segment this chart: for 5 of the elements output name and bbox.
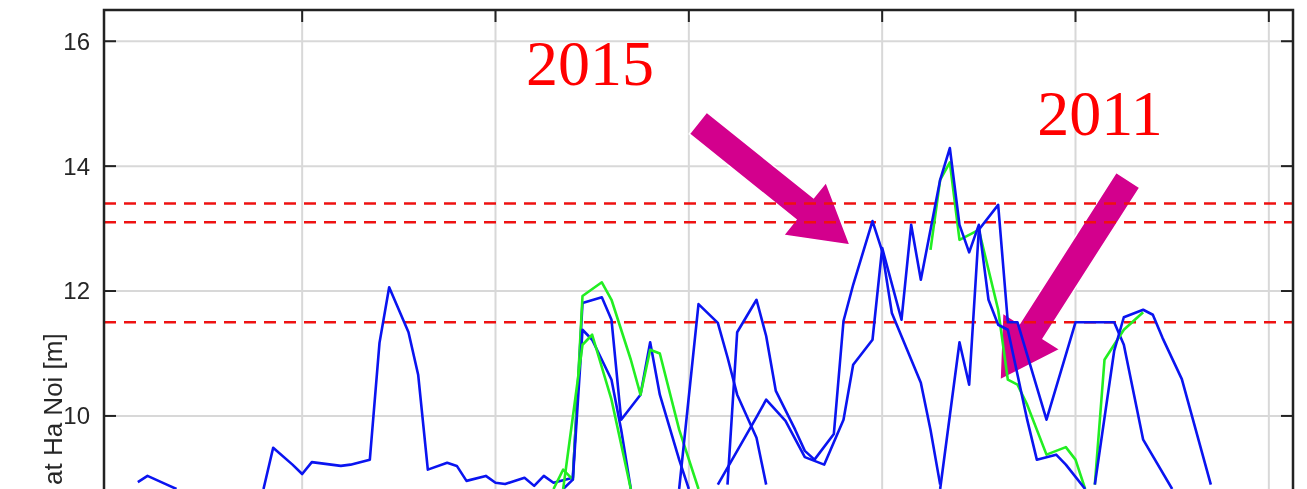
y-tick-label: 14 [63,152,90,180]
annotation: 2015 [526,28,654,99]
y-tick-label: 12 [63,277,90,305]
y-tick-label: 16 [63,27,90,55]
annotation: 2011 [1037,78,1163,149]
